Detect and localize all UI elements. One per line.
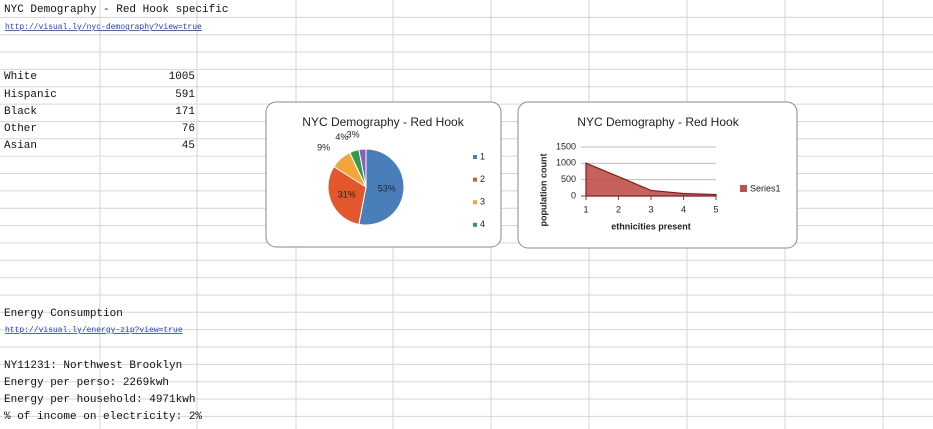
legend-marker <box>473 155 477 159</box>
y-tick-label: 0 <box>571 190 576 200</box>
x-tick-label: 2 <box>616 204 621 214</box>
chart-frame <box>517 101 798 249</box>
legend-label: 1 <box>480 151 485 161</box>
cell-text: Energy per household: 4971kwh <box>4 394 195 406</box>
chart-title: NYC Demography - Red Hook <box>302 115 464 129</box>
chart-title: NYC Demography - Red Hook <box>577 115 739 129</box>
cell-text: % of income on electricity: 2% <box>4 411 202 423</box>
x-tick-label: 3 <box>648 204 653 214</box>
data-label: 31% <box>338 190 356 200</box>
y-axis-label: population count <box>538 154 548 227</box>
cell-number: 76 <box>182 123 195 135</box>
cell-label: White <box>4 71 37 83</box>
link[interactable]: http://visual.ly/energy-zip?view=true <box>5 326 183 335</box>
legend-marker <box>473 177 477 182</box>
y-tick-label: 1500 <box>556 141 576 151</box>
cell-label: Asian <box>4 140 37 152</box>
cell-label: Hispanic <box>4 89 57 101</box>
cell-number: 1005 <box>169 71 195 83</box>
cell-number: 171 <box>175 106 195 118</box>
cell-title: NYC Demography - Red Hook specific <box>4 4 228 16</box>
cell-number: 591 <box>175 89 195 101</box>
legend-label: 3 <box>480 197 485 207</box>
pie-slice <box>358 148 367 188</box>
data-label: 53% <box>378 183 396 193</box>
cell-text: NY11231: Northwest Brooklyn <box>4 360 182 372</box>
x-tick-label: 1 <box>583 204 588 214</box>
pie-slice <box>358 148 405 226</box>
legend-label: 4 <box>480 219 485 229</box>
cell-label: Other <box>4 123 37 135</box>
x-tick-label: 4 <box>681 204 686 214</box>
cell-label: Black <box>4 106 37 118</box>
link[interactable]: http://visual.ly/nyc-demography?view=tru… <box>5 23 202 32</box>
data-label: 9% <box>317 142 330 152</box>
cell-text: Energy per perso: 2269kwh <box>4 377 169 389</box>
x-axis-label: ethnicities present <box>611 221 691 231</box>
y-tick-label: 500 <box>561 174 576 184</box>
legend-marker <box>473 222 477 227</box>
cell-title: Energy Consumption <box>4 308 123 320</box>
legend-marker <box>740 185 747 192</box>
cell-number: 45 <box>182 140 195 152</box>
legend-label: Series1 <box>750 183 781 193</box>
data-label: 3% <box>347 130 360 140</box>
area <box>585 162 717 197</box>
legend-label: 2 <box>480 174 485 184</box>
data-label: 4% <box>335 132 348 142</box>
y-tick-label: 1000 <box>556 158 576 168</box>
x-tick-label: 5 <box>713 204 718 214</box>
legend-marker <box>473 200 477 205</box>
